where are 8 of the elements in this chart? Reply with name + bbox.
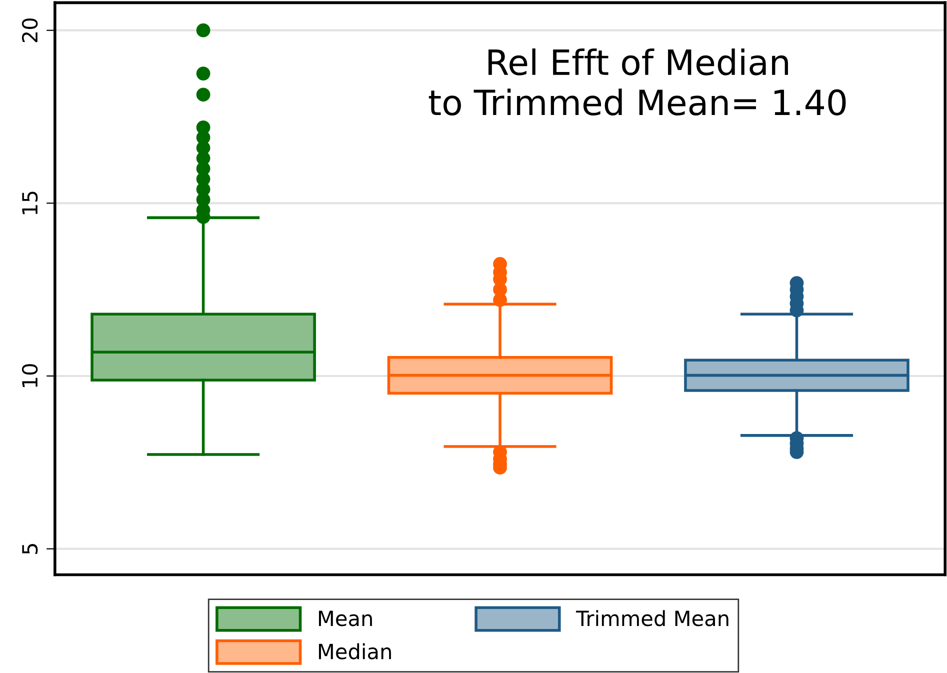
- y-tick-label: 10: [22, 364, 38, 387]
- legend-label: Median: [318, 643, 391, 660]
- legend-label: Trimmed Mean: [576, 610, 728, 626]
- y-tick-label: 15: [22, 192, 38, 214]
- annotation: Rel Efft of Median to Trimmed Mean= 1.40: [428, 48, 846, 116]
- y-tick-label: 20: [22, 18, 38, 42]
- legend-label: Mean: [318, 610, 372, 626]
- y-tick-label: 5: [22, 544, 38, 554]
